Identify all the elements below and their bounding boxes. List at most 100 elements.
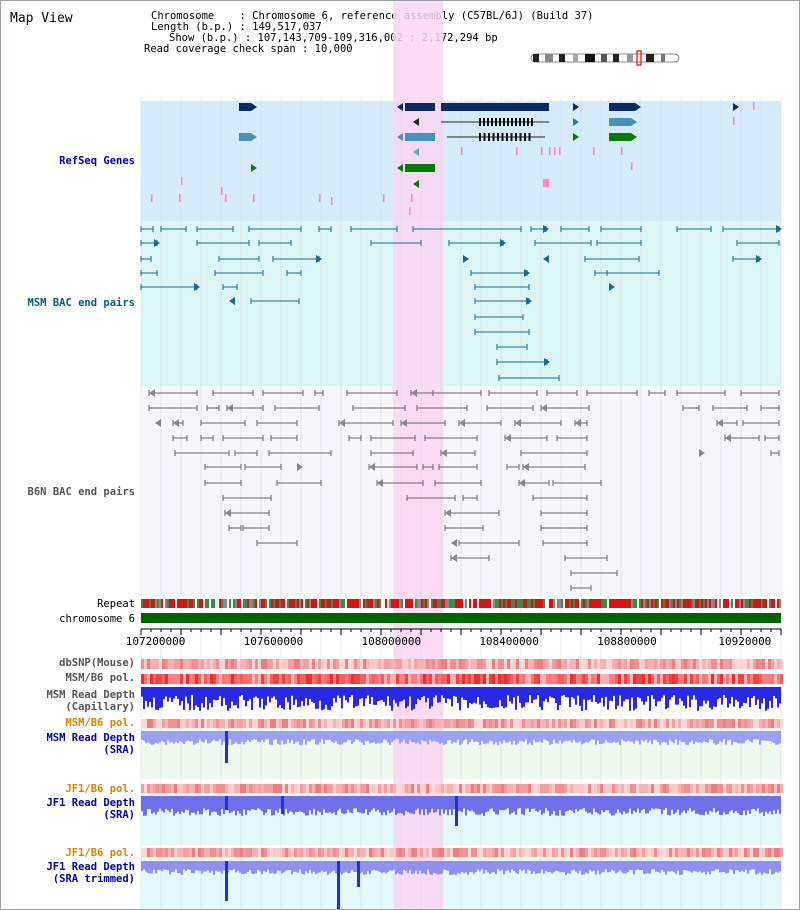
jf1-trim-depth-bar [511,861,513,870]
dbsnp-cell [549,659,552,669]
msm-b6-pol2-cell [516,719,519,728]
repeat-element [253,599,255,608]
jf1-trim-depth-bar [159,861,161,870]
msm-sra-depth-bar [731,731,733,745]
repeat-element [233,599,235,608]
msm-b6-pol-cell [492,674,495,684]
jf1-sra-depth-bar [261,796,263,812]
jf1-sra-depth-bar [501,796,503,811]
msm-capillary-depth-bar [573,687,575,699]
msm-capillary-depth-bar [219,687,221,696]
msm-b6-pol-cell [411,674,414,684]
msm-b6-pol2-cell [456,719,459,728]
jf1-trim-depth-bar [177,861,179,874]
msm-capillary-depth-bar [461,687,463,698]
jf1-b6-pol-cell [558,784,561,793]
msm-b6-pol-cell [345,674,348,684]
msm-sra-depth-bar [367,731,369,742]
jf1-sra-depth-bar [757,796,759,809]
repeat-element [327,599,329,608]
msm-b6-pol2-cell [309,719,312,728]
msm-capillary-depth-bar [777,687,779,708]
jf1-sra-depth-bar [497,796,499,815]
dbsnp-cell [609,659,612,669]
repeat-element [637,599,639,608]
msm-capillary-depth-bar [613,687,615,696]
msm-capillary-depth-bar [463,687,465,700]
jf1-b6-pol2-cell [465,848,468,857]
jf1-trim-depth-bar [255,861,257,874]
repeat-element [371,599,373,608]
jf1-b6-pol2-cell [696,848,699,857]
msm-capillary-depth-bar [247,687,249,701]
jf1-b6-pol-cell [471,784,474,793]
repeat-element [187,599,189,608]
jf1-b6-pol-cell [333,784,336,793]
jf1-b6-pol2-cell [231,848,234,857]
msm-sra-depth-bar [577,731,579,743]
msm-sra-depth-bar [553,731,555,740]
msm-sra-depth-bar [407,731,409,745]
jf1-sra-depth-bar [401,796,403,814]
jf1-trim-depth-bar [361,861,363,873]
msm-capillary-depth-bar [739,687,741,709]
msm-sra-depth-bar [699,731,701,743]
msm-b6-pol-cell [366,674,369,684]
jf1-b6-pol2-cell [708,848,711,857]
msm-capillary-depth-bar [567,687,569,698]
jf1-b6-pol2-cell [321,848,324,857]
strand-arrow-icon [776,225,782,233]
jf1-trim-depth-bar [741,861,743,871]
repeat-element [707,599,709,608]
dbsnp-cell [294,659,297,669]
jf1-trim-depth-bar [573,861,575,870]
msm-b6-pol-cell [741,674,744,684]
gene-exon [488,133,490,141]
jf1-trim-depth-bar [383,861,385,873]
jf1-sra-depth-bar [373,796,375,809]
dbsnp-cell [183,659,186,669]
jf1-trim-depth-bar [545,861,547,871]
dbsnp-cell [174,659,177,669]
repeat-element [323,599,325,608]
repeat-element [181,599,183,608]
jf1-sra-depth-bar [649,796,651,811]
jf1-b6-pol-cell [252,784,255,793]
msm-b6-pol2-cell [432,719,435,728]
msm-sra-depth-bar [431,731,433,742]
jf1-b6-pol-cell [753,784,756,793]
msm-capillary-depth-bar [689,687,691,708]
jf1-sra-depth-bar [707,796,709,815]
jf1-sra-depth-bar [267,796,269,810]
jf1-b6-pol-cell [684,784,687,793]
msm-sra-depth-bar [729,731,731,740]
msm-b6-pol2-cell [186,719,189,728]
msm-sra-depth-bar [527,731,529,745]
jf1-trim-depth-bar [393,861,395,870]
jf1-sra-depth-bar [391,796,393,812]
jf1-b6-pol-cell [663,784,666,793]
msm-b6-pol2-cell [318,719,321,728]
jf1-b6-pol-cell [171,784,174,793]
jf1-b6-pol2-cell [534,848,537,857]
repeat-element [653,599,655,608]
msm-sra-depth-bar [231,731,233,745]
msm-sra-depth-bar [469,731,471,742]
jf1-b6-pol-cell [657,784,660,793]
jf1-b6-pol-cell [258,784,261,793]
jf1-b6-pol2-cell [633,848,636,857]
jf1-b6-pol-cell [174,784,177,793]
jf1-sra-depth-bar-spike [225,796,228,810]
repeat-element [751,599,753,608]
msm-capillary-depth-bar [633,687,635,711]
msm-sra-depth-bar [389,731,391,745]
msm-b6-pol2-cell [606,719,609,728]
jf1-trim-depth-bar [583,861,585,875]
jf1-b6-pol-cell [621,784,624,793]
jf1-b6-pol2-cell [729,848,732,857]
msm-capillary-depth-bar [571,687,573,698]
msm-b6-pol2-cell [348,719,351,728]
dbsnp-cell [171,659,174,669]
msm-b6-pol-cell [528,674,531,684]
